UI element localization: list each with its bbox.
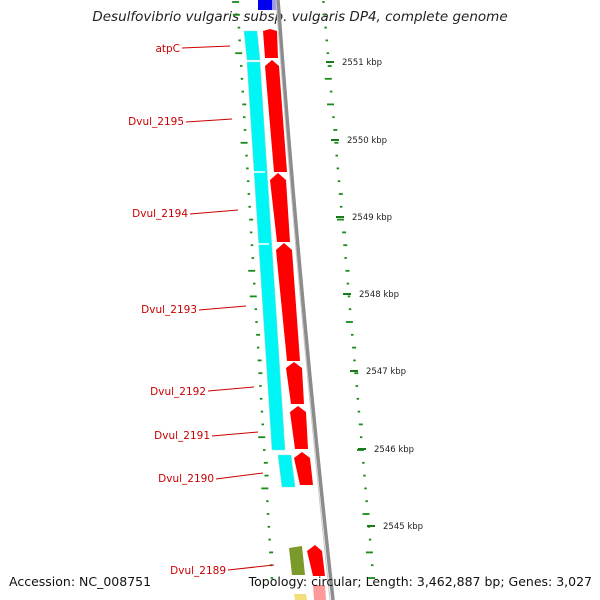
map-title: Desulfovibrio vulgaris subsp. vulgaris D… [92,9,508,25]
cyan-feature-block[interactable] [243,30,261,61]
gc-dot-track-inner [232,1,274,579]
callout-line [207,386,255,392]
scale-label: 2549 kbp [352,213,392,223]
scale-label: 2550 kbp [347,136,387,146]
gene-label[interactable]: Dvul_2189 [170,565,226,577]
gene-arrow-Dvul_2192[interactable] [286,362,304,404]
callout-line [189,209,239,215]
forward-gene-track [258,0,326,600]
cyan-feature-block[interactable] [246,61,286,451]
gene-label[interactable]: Dvul_2192 [150,386,206,398]
genome-backbone-highlight [275,0,331,600]
gene-arrow-Dvul_2189[interactable] [307,545,325,576]
gene-label[interactable]: Dvul_2194 [132,208,188,220]
scale-label: 2551 kbp [342,58,382,68]
callout-line [185,118,233,123]
gene-arrow-Dvul_2191[interactable] [290,406,308,449]
scale-label: 2547 kbp [366,367,406,377]
scale-label: 2545 kbp [383,522,423,532]
yellow-feature-block[interactable] [294,594,307,600]
gene-label[interactable]: Dvul_2195 [128,116,184,128]
callout-line [211,431,259,437]
gene-arrow-Dvul_2195[interactable] [265,60,287,172]
scale-labels: 2551 kbp 2550 kbp 2549 kbp 2548 kbp 2547… [342,58,423,532]
callout-line [215,472,264,480]
cyan-feature-track [243,30,307,600]
scale-label: 2546 kbp [374,445,414,455]
callout-line [198,305,247,311]
scale-ticks [326,61,375,527]
gene-label[interactable]: atpC [155,43,180,55]
gene-arrow-atpC[interactable] [263,29,278,58]
genome-backbone [276,0,335,600]
gene-labels: atpC Dvul_2195 Dvul_2194 Dvul_2193 Dvul_… [128,43,226,577]
gene-arrow-Dvul_2194[interactable] [270,173,290,242]
callout-line [227,564,275,571]
scale-label: 2548 kbp [359,290,399,300]
accession-label: Accession: NC_008751 [9,574,152,589]
gene-callout-lines [181,45,275,571]
gene-label[interactable]: Dvul_2193 [141,304,197,316]
gene-label[interactable]: Dvul_2191 [154,430,210,442]
genome-summary: Topology: circular; Length: 3,462,887 bp… [248,574,592,589]
blue-feature-block[interactable] [258,0,274,10]
gene-arrow-partial[interactable] [313,585,326,600]
olive-feature-block[interactable] [289,546,305,575]
gene-arrow-Dvul_2193[interactable] [276,243,300,361]
gene-label[interactable]: Dvul_2190 [158,473,214,485]
cyan-feature-block[interactable] [277,454,296,488]
callout-line [181,45,231,49]
gene-arrow-Dvul_2190[interactable] [294,452,313,485]
